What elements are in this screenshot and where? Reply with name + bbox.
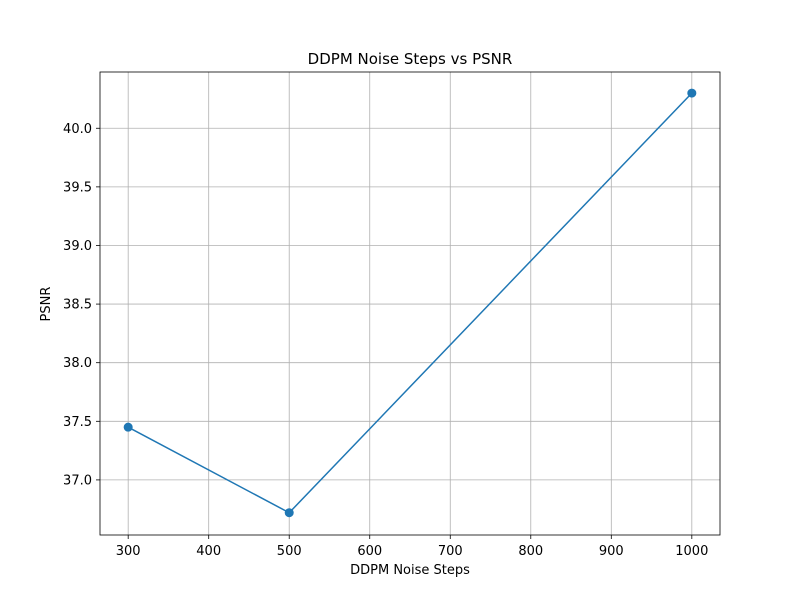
series-layer: [123, 88, 697, 518]
y-tick-label: 37.0: [63, 473, 92, 488]
ticks: 300 400 500 600 700 800 900 1000 37.0 37.5 38.0 38.…: [63, 122, 708, 559]
x-axis-label: DDPM Noise Steps: [350, 563, 470, 578]
data-point: [123, 422, 133, 432]
data-point: [687, 88, 697, 98]
x-tick-label: 800: [518, 544, 543, 559]
x-tick-label: 300: [116, 544, 141, 559]
y-axis-label: PSNR: [39, 287, 54, 322]
data-point: [284, 508, 294, 518]
x-tick-label: 500: [277, 544, 302, 559]
plot-frame: [99, 71, 721, 536]
x-tick-label: 700: [438, 544, 463, 559]
x-tick-label: 1000: [675, 544, 708, 559]
x-tick-label: 900: [599, 544, 624, 559]
y-tick-label: 39.5: [63, 180, 92, 195]
x-tick-label: 600: [357, 544, 382, 559]
y-tick-label: 40.0: [63, 122, 92, 137]
x-tick-label: 400: [196, 544, 221, 559]
grid: [100, 72, 720, 535]
y-tick-label: 37.5: [63, 415, 92, 430]
y-tick-label: 39.0: [63, 239, 92, 254]
chart-title: DDPM Noise Steps vs PSNR: [308, 50, 513, 68]
y-tick-label: 38.5: [63, 298, 92, 313]
y-tick-label: 38.0: [63, 356, 92, 371]
series-line: [127, 92, 693, 514]
